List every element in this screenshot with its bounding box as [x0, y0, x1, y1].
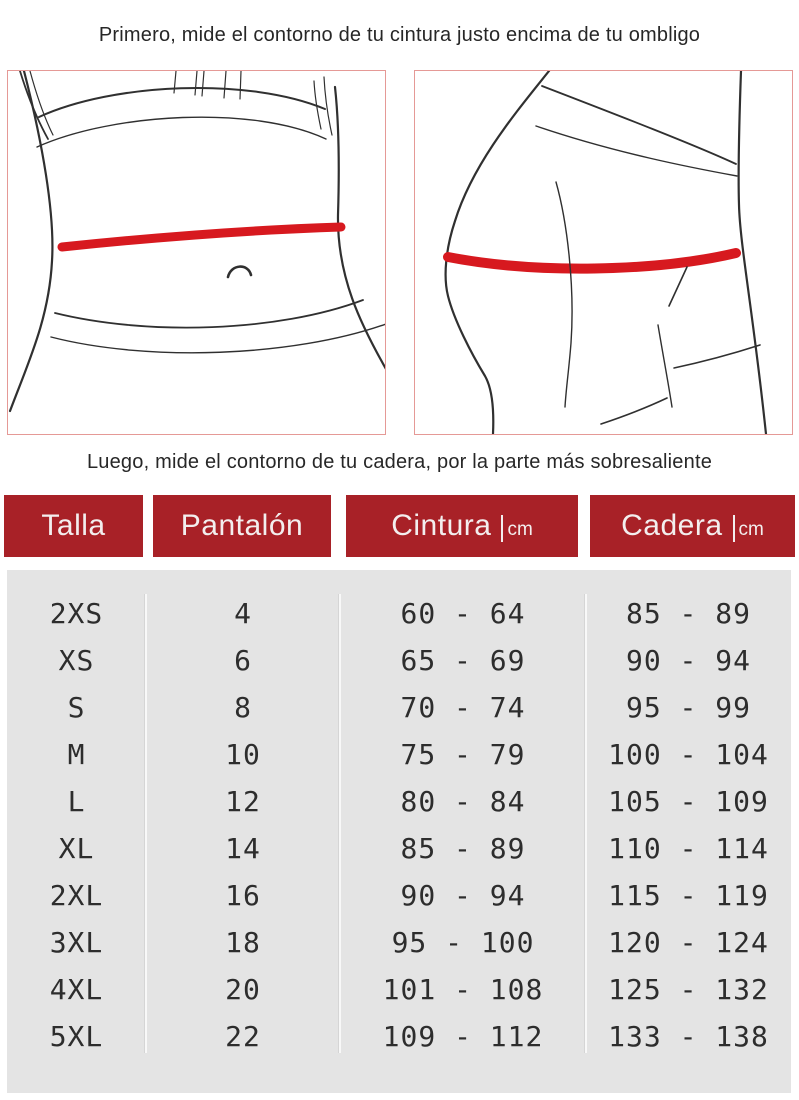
pantalon-cell: 14	[225, 832, 261, 865]
column-divider	[584, 594, 587, 1053]
pantalon-cell: 8	[234, 691, 252, 724]
front-torso-drawing	[8, 71, 385, 413]
cadera-cell: 95 - 99	[625, 691, 751, 724]
cadera-cell: 85 - 89	[625, 597, 751, 630]
cadera-cell: 110 - 114	[608, 832, 769, 865]
talla-cell: 2XS	[49, 597, 104, 630]
pantalon-cell: 6	[234, 644, 252, 677]
unit-label-cm: cm	[738, 519, 764, 540]
talla-cell: XS	[58, 644, 95, 677]
header-label: Pantalón	[180, 509, 304, 542]
unit-divider-bar	[732, 514, 735, 542]
table-row: 3XL 18 95 - 100 120 - 124	[7, 919, 791, 966]
pantalon-cell: 20	[225, 973, 261, 1006]
talla-cell: M	[67, 738, 86, 771]
cadera-cell: 120 - 124	[608, 926, 769, 959]
column-header-talla: Talla	[4, 495, 143, 557]
cintura-cell: 101 - 108	[382, 973, 544, 1006]
talla-cell: 4XL	[49, 973, 104, 1006]
hip-measurement-illustration	[414, 70, 793, 435]
pantalon-cell: 18	[225, 926, 261, 959]
size-table-rows: 2XS 4 60 - 64 85 - 89 XS 6 65 - 69 90 - …	[7, 590, 791, 1060]
waist-measurement-illustration	[7, 70, 386, 435]
table-row: S 8 70 - 74 95 - 99	[7, 684, 791, 731]
cintura-cell: 80 - 84	[400, 785, 526, 818]
cintura-cell: 109 - 112	[382, 1020, 544, 1053]
cadera-cell: 115 - 119	[608, 879, 769, 912]
unit-label-cm: cm	[507, 519, 533, 540]
waist-instruction-text: Primero, mide el contorno de tu cintura …	[98, 24, 701, 46]
talla-cell: 5XL	[49, 1020, 104, 1053]
column-header-pantalon: Pantalón	[153, 495, 331, 557]
cintura-cell: 60 - 64	[400, 597, 526, 630]
table-row: M 10 75 - 79 100 - 104	[7, 731, 791, 778]
talla-cell: L	[67, 785, 86, 818]
table-row: XL 14 85 - 89 110 - 114	[7, 825, 791, 872]
table-row: 2XL 16 90 - 94 115 - 119	[7, 872, 791, 919]
table-row: 2XS 4 60 - 64 85 - 89	[7, 590, 791, 637]
cadera-cell: 100 - 104	[608, 738, 769, 771]
cintura-cell: 70 - 74	[400, 691, 526, 724]
table-row: L 12 80 - 84 105 - 109	[7, 778, 791, 825]
column-divider	[338, 594, 341, 1053]
table-row: 5XL 22 109 - 112 133 - 138	[7, 1013, 791, 1060]
column-header-cintura: Cintura cm	[346, 495, 578, 557]
cintura-cell: 95 - 100	[391, 926, 535, 959]
column-header-cadera: Cadera cm	[590, 495, 795, 557]
cadera-cell: 105 - 109	[608, 785, 769, 818]
talla-cell: S	[67, 691, 86, 724]
pantalon-cell: 12	[225, 785, 261, 818]
unit-divider-bar	[501, 514, 504, 542]
pantalon-cell: 10	[225, 738, 261, 771]
cintura-cell: 85 - 89	[400, 832, 526, 865]
talla-cell: XL	[58, 832, 95, 865]
pantalon-cell: 22	[225, 1020, 261, 1053]
cintura-cell: 90 - 94	[400, 879, 526, 912]
table-row: 4XL 20 101 - 108 125 - 132	[7, 966, 791, 1013]
header-label: Talla	[41, 509, 106, 542]
column-divider	[144, 594, 147, 1053]
cintura-cell: 65 - 69	[400, 644, 526, 677]
pantalon-cell: 16	[225, 879, 261, 912]
cadera-cell: 125 - 132	[608, 973, 769, 1006]
header-label: Cintura	[391, 509, 492, 542]
cintura-cell: 75 - 79	[400, 738, 526, 771]
size-table: 2XS 4 60 - 64 85 - 89 XS 6 65 - 69 90 - …	[7, 570, 791, 1093]
talla-cell: 3XL	[49, 926, 104, 959]
cadera-cell: 133 - 138	[608, 1020, 769, 1053]
table-row: XS 6 65 - 69 90 - 94	[7, 637, 791, 684]
header-label: Cadera	[621, 509, 723, 542]
talla-cell: 2XL	[49, 879, 104, 912]
pantalon-cell: 4	[234, 597, 252, 630]
side-hip-drawing	[443, 71, 768, 434]
hip-instruction-text: Luego, mide el contorno de tu cadera, po…	[86, 451, 713, 473]
cadera-cell: 90 - 94	[625, 644, 751, 677]
